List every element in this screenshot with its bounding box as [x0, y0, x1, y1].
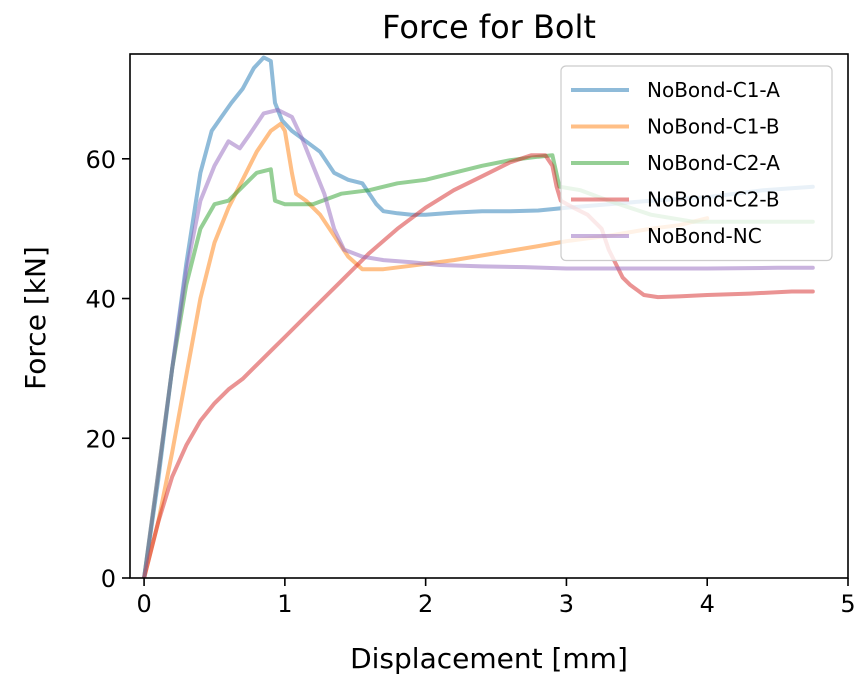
axes: 0 1 2 3 4 5 0 20 40 60 [85, 53, 856, 618]
legend-label-nobond-c1-a: NoBond-C1-A [647, 78, 780, 102]
series-line-nobond-c1-b [142, 121, 710, 578]
x-tick-label: 0 [136, 590, 151, 618]
legend-label-nobond-c1-b: NoBond-C1-B [647, 115, 780, 139]
y-axis-label: Force [kN] [19, 246, 52, 390]
legend-label-nobond-nc: NoBond-NC [647, 224, 762, 248]
legend-label-nobond-c2-a: NoBond-C2-A [647, 151, 780, 175]
plot-frame [129, 53, 849, 579]
x-tick-label: 5 [840, 590, 855, 618]
series-line-nobond-nc [142, 107, 815, 578]
series-line-nobond-c2-b [142, 153, 815, 578]
y-tick-label: 60 [85, 146, 116, 174]
x-tick-label: 2 [418, 590, 433, 618]
legend-box [560, 65, 833, 262]
x-tick-label: 3 [559, 590, 574, 618]
x-tick-label: 4 [700, 590, 715, 618]
plot-lines [142, 55, 815, 578]
x-axis-label: Displacement [mm] [350, 642, 628, 675]
series-line-nobond-c1-a [142, 55, 815, 578]
y-tick-label: 40 [85, 286, 116, 314]
y-tick-label: 20 [85, 425, 116, 453]
x-tick-label: 1 [277, 590, 292, 618]
legend: NoBond-C1-A NoBond-C1-B NoBond-C2-A NoBond-… [560, 65, 833, 262]
legend-label-nobond-c2-b: NoBond-C2-B [647, 188, 780, 212]
y-tick-label: 0 [101, 565, 116, 593]
chart-title: Force for Bolt [382, 8, 596, 46]
